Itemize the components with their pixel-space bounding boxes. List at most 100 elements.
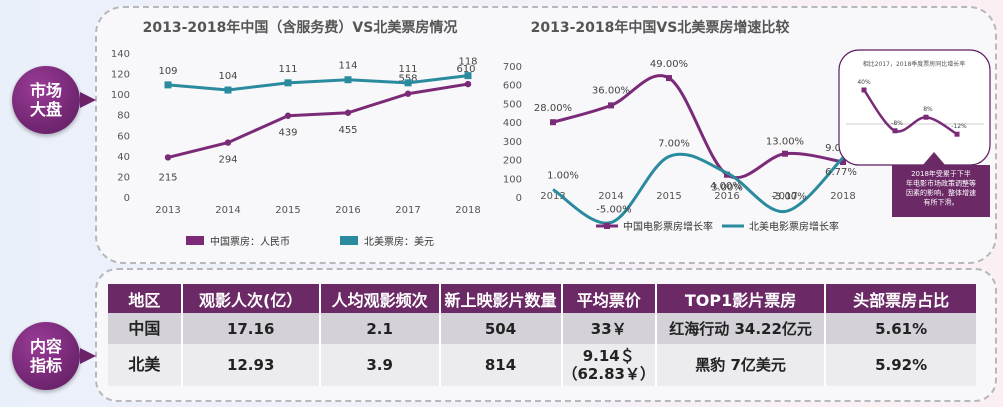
chart-b: 0 100 200 300 400 500 600 700 2013 2014 2015 2016 20… (503, 59, 857, 233)
table-cell-text: 3.9 (366, 356, 393, 374)
data-point (224, 139, 232, 146)
x-tick-label: 2018 (830, 191, 855, 202)
table-cell: 5.61% (825, 313, 976, 344)
table-cell-text: 33￥ (590, 319, 627, 338)
table-header-row: 地区 观影人次(亿） 人均观影频次 新上映影片数量 平均票价 TOP1影片票房 头部票房占比 (108, 284, 976, 313)
table-cell-text: 红海行动 34.22亿元 (669, 319, 812, 338)
callout-text: 2018年受累于下半年电影市场政策调整等因素的影响，整体增速有所下滑。 (906, 169, 976, 207)
table-row: 中国 17.16 2.1 504 33￥ 红海行动 34.22亿元 5.61% (108, 313, 976, 344)
inset-label: -8% (891, 120, 903, 127)
table-body: 中国 17.16 2.1 504 33￥ 红海行动 34.22亿元 5.61% 北美 12.93… (108, 313, 976, 386)
table-cell: 33￥ (561, 313, 657, 344)
data-point (344, 76, 352, 84)
data-label: 111 (398, 64, 417, 75)
y-tick-label: 100 (111, 90, 130, 101)
x-tick-label: 2016 (714, 191, 739, 202)
data-label: 610 (456, 64, 475, 75)
legend-label: 中国电影票房增长率 (623, 220, 713, 233)
data-label: 13.00% (766, 137, 804, 148)
data-label: 6.77% (825, 167, 857, 178)
y-tick-label: 20 (117, 172, 130, 183)
data-label: -3.00% (771, 192, 806, 203)
table-cell-text: 17.16 (226, 319, 275, 338)
table-cell: 黑豹 7亿美元 (655, 344, 827, 386)
data-point (550, 119, 556, 126)
data-point (666, 75, 672, 82)
table-cell-text: 5.61% (875, 319, 928, 338)
data-point (224, 86, 232, 94)
inset-line (862, 89, 958, 136)
content-badge: 内容 指标 (12, 322, 96, 390)
table-header-cell: 平均票价 (561, 284, 657, 313)
data-label: 3.00% (711, 183, 743, 194)
table-cell: 5.92% (825, 344, 976, 386)
data-label: 294 (218, 155, 237, 166)
inset-title: 相比2017，2018季度票房同比增长率 (863, 60, 966, 68)
y-tick-label: 700 (503, 62, 522, 73)
charts-canvas: 2013-2018年中国（含服务费）VS北美票房情况 2013-2018年中国V… (111, 19, 991, 248)
table-cell-text: （62.83￥） (562, 365, 655, 383)
inset-chart: 相比2017，2018季度票房同比增长率 40% -8% 8% -12% 2018年受累于… (838, 49, 991, 217)
table-cell: 9.14＄ （62.83￥） (561, 344, 657, 386)
table-cell-text: 中国 (128, 318, 161, 338)
data-label: 104 (218, 71, 237, 82)
market-badge-line-1: 市场 (29, 81, 62, 100)
inset-point (923, 114, 929, 120)
table-cell-text: 5.92% (875, 356, 928, 374)
data-point (284, 79, 292, 87)
data-point (404, 90, 412, 97)
data-label: 49.00% (650, 59, 688, 70)
legend-swatch (186, 236, 204, 245)
y-tick-label: 60 (117, 131, 130, 142)
inset-point (892, 128, 898, 134)
table-header-cell: 地区 (108, 284, 183, 313)
y-tick-label: 300 (503, 137, 522, 148)
data-label: 4.00% (710, 181, 742, 192)
table-header-cell: TOP1影片票房 (655, 284, 827, 313)
table-cell-text: 北美 (128, 355, 161, 374)
data-label: 111 (278, 64, 297, 75)
table-cell-text: 2.1 (366, 319, 393, 338)
y-tick-label: 140 (111, 49, 130, 60)
inset-label: 40% (857, 79, 871, 86)
table-cell: 北美 (108, 344, 183, 386)
chart-b-title: 2013-2018年中国VS北美票房增速比较 (531, 19, 790, 36)
content-badge-line-2: 指标 (29, 356, 62, 375)
y-tick-label: 40 (117, 152, 130, 163)
table-cell: 814 (439, 344, 563, 386)
data-label: 439 (278, 128, 297, 139)
data-label: 114 (338, 61, 357, 72)
legend-swatch (340, 236, 358, 245)
data-point (464, 80, 472, 88)
data-label: 28.00% (534, 103, 572, 114)
x-tick-label: 2015 (275, 205, 300, 216)
x-tick-label: 2017 (395, 205, 420, 216)
data-point (464, 72, 472, 80)
x-tick-label: 2014 (598, 191, 623, 202)
series-line (167, 82, 469, 159)
x-tick-label: 2013 (155, 205, 180, 216)
legend-label: 北美票房：美元 (364, 235, 434, 248)
data-label: 7.00% (658, 139, 690, 150)
table-cell: 2.1 (319, 313, 441, 344)
x-tick-label: 2016 (335, 205, 360, 216)
y-tick-label: 200 (503, 156, 522, 167)
data-label: 118 (458, 57, 477, 68)
table-cell-text: 9.14＄ (582, 347, 635, 365)
data-point (404, 79, 412, 87)
inset-point (954, 131, 960, 137)
y-tick-label: 0 (516, 193, 522, 204)
x-tick-label: 2017 (772, 191, 797, 202)
x-tick-label: 2018 (455, 205, 480, 216)
data-point (724, 171, 730, 178)
table-cell: 504 (439, 313, 563, 344)
y-tick-label: 100 (503, 174, 522, 185)
y-tick-label: 80 (117, 111, 130, 122)
y-tick-label: 0 (124, 193, 130, 204)
data-label: 36.00% (592, 85, 630, 96)
inset-label: -12% (951, 123, 967, 130)
legend-label: 中国票房：人民币 (210, 235, 290, 248)
data-point (840, 158, 846, 165)
data-label: 455 (338, 125, 357, 136)
x-tick-label: 2015 (656, 191, 681, 202)
